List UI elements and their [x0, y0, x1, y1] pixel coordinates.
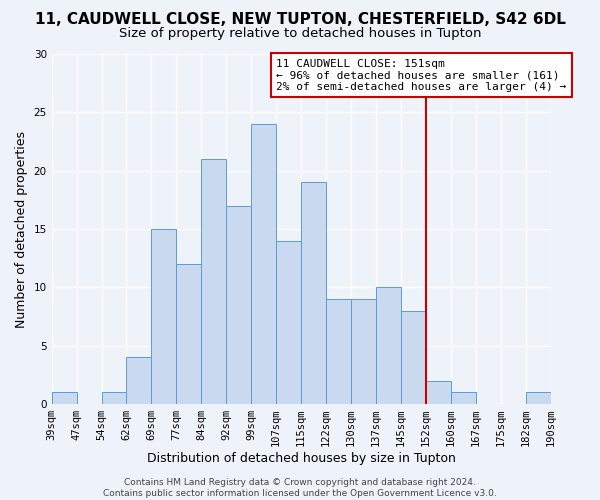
Bar: [526, 392, 551, 404]
Bar: [101, 392, 127, 404]
Bar: [376, 288, 401, 404]
X-axis label: Distribution of detached houses by size in Tupton: Distribution of detached houses by size …: [146, 452, 455, 465]
Text: Contains HM Land Registry data © Crown copyright and database right 2024.
Contai: Contains HM Land Registry data © Crown c…: [103, 478, 497, 498]
Bar: [202, 159, 226, 404]
Text: 11 CAUDWELL CLOSE: 151sqm
← 96% of detached houses are smaller (161)
2% of semi-: 11 CAUDWELL CLOSE: 151sqm ← 96% of detac…: [276, 58, 566, 92]
Bar: [401, 310, 426, 404]
Bar: [451, 392, 476, 404]
Text: Size of property relative to detached houses in Tupton: Size of property relative to detached ho…: [119, 28, 481, 40]
Bar: [151, 229, 176, 404]
Bar: [127, 358, 151, 404]
Bar: [176, 264, 202, 404]
Bar: [351, 299, 376, 404]
Bar: [276, 240, 301, 404]
Text: 11, CAUDWELL CLOSE, NEW TUPTON, CHESTERFIELD, S42 6DL: 11, CAUDWELL CLOSE, NEW TUPTON, CHESTERF…: [35, 12, 565, 28]
Bar: [326, 299, 351, 404]
Bar: [301, 182, 326, 404]
Bar: [52, 392, 77, 404]
Y-axis label: Number of detached properties: Number of detached properties: [15, 130, 28, 328]
Bar: [226, 206, 251, 404]
Bar: [251, 124, 276, 404]
Bar: [426, 380, 451, 404]
